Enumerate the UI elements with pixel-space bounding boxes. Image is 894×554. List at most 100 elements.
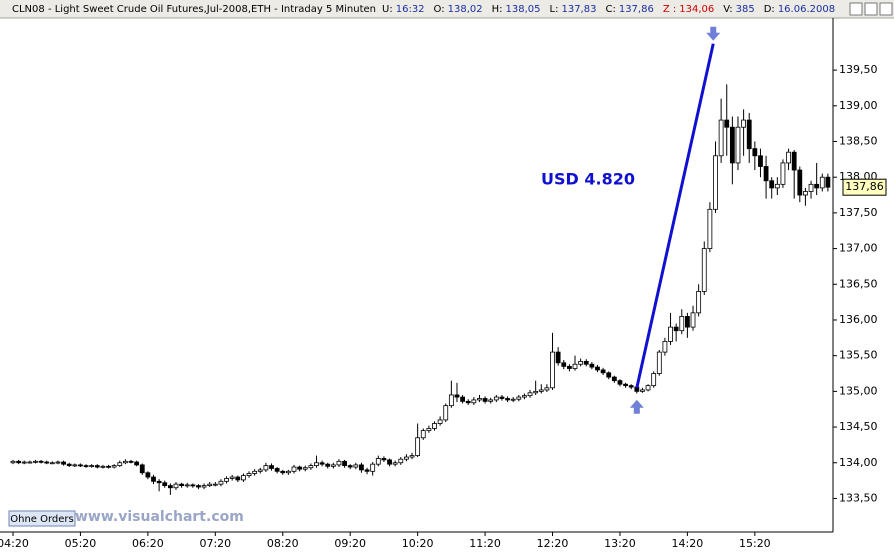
candle-body [611, 376, 617, 382]
candle-body [336, 460, 342, 466]
candle-body [465, 400, 471, 404]
candle-body [819, 176, 825, 189]
candle-body [38, 460, 44, 463]
candle-body [533, 390, 539, 394]
candle-body [780, 162, 786, 185]
candle-body [707, 208, 713, 249]
candle-body [55, 461, 61, 464]
header-field-label: D: [764, 4, 775, 15]
y-tick-label: 136,50 [839, 277, 878, 290]
candle-body [409, 455, 415, 458]
trend-line [635, 43, 715, 389]
plot-area: 133,50 134,00 134,50 135,00 135,50 136,00 136,… [0, 26, 887, 550]
candle-body [561, 362, 567, 367]
candle-body [572, 363, 578, 369]
candle-body [218, 480, 224, 485]
x-tick-label: 07:20 [199, 537, 231, 550]
candle-body [83, 465, 89, 468]
candle-body [482, 398, 488, 402]
candle-body [128, 460, 134, 463]
candle-body [595, 366, 600, 371]
candle-body [21, 461, 27, 464]
candle-body [544, 387, 550, 391]
window-button[interactable] [864, 2, 878, 16]
x-tick-label: 10:20 [402, 537, 434, 550]
candle-body [690, 312, 696, 328]
candle-body [510, 398, 516, 401]
candle-body [398, 458, 404, 464]
candle-body [106, 465, 111, 468]
candle-body [353, 464, 359, 468]
candle-body [797, 169, 803, 196]
header-field-value: 138,02 [448, 4, 483, 15]
orders-button[interactable] [8, 510, 76, 527]
candle-body [538, 389, 544, 392]
candle-body [94, 465, 100, 468]
candle-body [359, 464, 364, 471]
candle-body [123, 460, 128, 464]
candle-body [392, 462, 398, 465]
last-price-label: 137,86 [845, 180, 884, 193]
header-field-label: Z : [663, 4, 676, 15]
candle-body [566, 365, 572, 369]
candle-body [769, 180, 775, 189]
candle-body [448, 394, 454, 407]
x-tick-label: 13:20 [604, 537, 636, 550]
header-field-value: 16:32 [396, 4, 425, 15]
candle-body [10, 460, 16, 464]
header-field-label: V: [723, 4, 732, 15]
candle-body [493, 396, 499, 401]
candle-body [252, 470, 258, 474]
header-field-value: 138,05 [506, 4, 541, 15]
header-field-label: C: [605, 4, 615, 15]
candle-body [201, 485, 207, 488]
window-button[interactable] [879, 2, 893, 16]
x-tick-label: 09:20 [334, 537, 366, 550]
candle-body [330, 464, 336, 467]
x-tick-label: 14:20 [672, 537, 704, 550]
candle-body [713, 155, 718, 210]
window-button[interactable] [849, 2, 863, 16]
candle-body [803, 191, 808, 196]
candle-body [207, 483, 213, 486]
candle-body [100, 465, 106, 468]
candle-body [791, 151, 797, 171]
candle-body [516, 396, 522, 400]
candle-body [623, 383, 628, 387]
candle-body [668, 326, 673, 342]
header-field-value: 134,06 [679, 4, 714, 15]
last-price-box [842, 178, 887, 196]
x-tick-label: 05:20 [65, 537, 97, 550]
candle-body [325, 463, 331, 467]
y-tick-label: 139,50 [839, 63, 878, 76]
candle-body [522, 395, 527, 398]
candle-body [763, 166, 769, 182]
candle-body [640, 389, 645, 392]
header-field-label: O: [434, 4, 445, 15]
candle-body [134, 461, 140, 466]
candle-body [364, 469, 370, 472]
candle-body [696, 291, 702, 314]
candle-body [375, 458, 381, 465]
candle-body [774, 183, 780, 189]
header-fields: U: 16:32 O: 138,02 H: 138,05 L: 137,83 C: 137,86 Z… [382, 4, 835, 15]
candle-body [212, 483, 218, 486]
candle-body [555, 351, 561, 364]
arrow-down [706, 26, 721, 41]
candle-body [145, 472, 151, 478]
candle-body [662, 340, 668, 353]
candle-body [786, 151, 791, 164]
candle-body [139, 464, 145, 474]
header-field-value: 137,83 [561, 4, 596, 15]
candle-body [606, 372, 612, 378]
watermark: www.visualchart.com [75, 509, 244, 525]
candle-body [27, 461, 33, 464]
orders-button-label[interactable]: Ohne Orders [10, 514, 74, 525]
x-tick-label: 08:20 [267, 537, 299, 550]
header-bar [0, 0, 894, 18]
candle-body [527, 392, 533, 397]
candle-body [66, 463, 72, 467]
candle-body [72, 464, 78, 467]
x-tick-label: 12:20 [537, 537, 569, 550]
